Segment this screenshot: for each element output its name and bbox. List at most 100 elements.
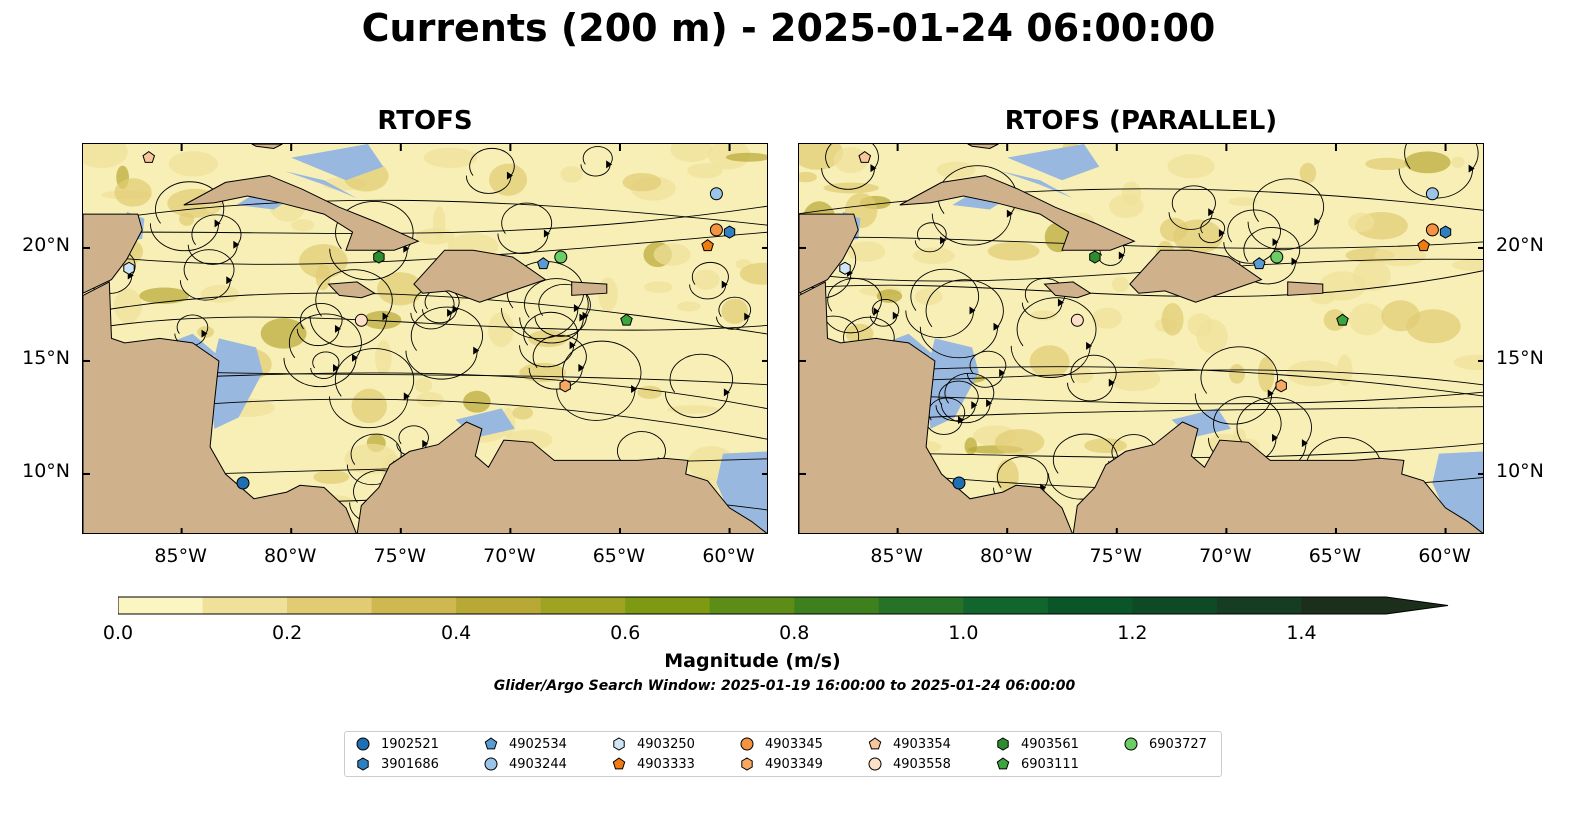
map-panel-rtofs-parallel[interactable] [798, 143, 1484, 534]
streamline-arrow [1468, 164, 1475, 173]
float-marker-4903250[interactable] [839, 261, 851, 275]
legend-label: 4903345 [765, 736, 823, 752]
streamline-arrow [473, 346, 480, 355]
float-marker-6903111[interactable] [1336, 313, 1349, 326]
legend-marker-4903561[interactable] [997, 737, 1009, 751]
shallow-shelf [923, 338, 979, 429]
colorbar-segment [540, 597, 626, 614]
magnitude-patch [488, 312, 514, 348]
magnitude-patch [1374, 245, 1427, 267]
float-marker-4903561[interactable] [1089, 250, 1101, 264]
map-panel-rtofs[interactable] [82, 143, 768, 534]
streamline-arrow [1272, 238, 1279, 247]
magnitude-patch [725, 152, 767, 162]
streamline-arrow [233, 240, 240, 249]
figure-title: Currents (200 m) - 2025-01-24 06:00:00 [361, 6, 1216, 50]
legend-marker-4903349[interactable] [741, 757, 753, 771]
legend-item-4903244: 4903244 [483, 756, 567, 772]
current-streamline [580, 146, 613, 177]
streamline-arrow [447, 308, 454, 317]
lon-label: 70°W [483, 545, 536, 567]
float-marker-6903727[interactable] [554, 250, 568, 264]
magnitude-patch [415, 228, 455, 245]
float-marker-4903561[interactable] [373, 250, 385, 264]
legend-marker-4903345[interactable] [740, 737, 754, 751]
float-marker-4902534[interactable] [536, 257, 550, 270]
lat-label-left: 15°N [22, 346, 70, 369]
magnitude-patch [833, 147, 869, 174]
legend-marker [357, 757, 369, 771]
legend-marker-6903111[interactable] [996, 757, 1010, 770]
legend-marker-4903558[interactable] [868, 757, 882, 771]
streamline-arrow [579, 313, 586, 322]
float-marker-3901686[interactable] [1439, 225, 1452, 239]
float-marker-4903244[interactable] [1425, 187, 1439, 201]
magnitude-patch [653, 243, 691, 266]
colorbar-segment [709, 597, 795, 614]
colorbar-segment [287, 597, 373, 614]
legend-marker-3901686[interactable] [357, 757, 369, 771]
float-marker-4903349[interactable] [1275, 379, 1287, 393]
magnitude-patch [363, 310, 402, 330]
legend-marker-6903727[interactable] [1124, 737, 1138, 751]
float-marker-4903345[interactable] [709, 223, 723, 237]
magnitude-patch [1112, 276, 1129, 293]
colorbar-segment [371, 597, 457, 614]
panel-title-rtofs-parallel: RTOFS (PARALLEL) [1004, 106, 1278, 136]
float-marker-4902534[interactable] [1252, 257, 1266, 270]
float-marker-4903345[interactable] [1425, 223, 1439, 237]
float-marker-4903333[interactable] [1417, 239, 1430, 252]
legend-label: 4903354 [893, 736, 951, 752]
colorbar-segment [1132, 597, 1218, 614]
float-marker-6903727[interactable] [1270, 250, 1284, 264]
streamline-arrow [1086, 341, 1093, 350]
magnitude-patch [1228, 197, 1258, 207]
float-marker-3901686[interactable] [723, 225, 736, 239]
map-canvas [799, 144, 1483, 533]
streamline-arrow [1057, 298, 1064, 307]
legend-marker [1124, 737, 1138, 751]
float-marker-4903558[interactable] [1070, 313, 1084, 327]
streamline-arrow [506, 171, 513, 180]
magnitude-patch [1286, 360, 1341, 387]
land-mass [967, 144, 999, 150]
legend-marker-4903244[interactable] [484, 757, 498, 771]
float-marker-4903558[interactable] [354, 313, 368, 327]
legend-marker-4903354[interactable] [868, 737, 882, 750]
magnitude-patch [799, 144, 844, 170]
streamline-arrow [1006, 209, 1013, 218]
legend-marker-4903333[interactable] [612, 757, 626, 770]
lon-label: 80°W [263, 545, 317, 567]
current-streamline [497, 202, 553, 254]
float-marker-4903244[interactable] [709, 187, 723, 201]
streamline-arrow [870, 164, 877, 173]
float-marker-4903354[interactable] [142, 150, 156, 163]
float-marker-1902521[interactable] [952, 476, 966, 490]
magnitude-patch [622, 172, 662, 192]
streamline-arrow [569, 341, 576, 350]
float-marker-6903111[interactable] [620, 313, 633, 326]
current-streamline [556, 340, 642, 421]
magnitude-patch [637, 385, 663, 399]
streamline-arrow [382, 312, 389, 321]
float-marker-4903250[interactable] [123, 261, 135, 275]
magnitude-patch [1365, 157, 1409, 171]
float-marker-4903333[interactable] [701, 239, 714, 252]
magnitude-patch [670, 144, 713, 163]
colorbar-segment [963, 597, 1049, 614]
float-marker-4903354[interactable] [858, 150, 872, 163]
streamline-arrow [958, 416, 965, 425]
float-marker-4903349[interactable] [559, 379, 571, 393]
legend-marker-1902521[interactable] [356, 737, 370, 751]
lat-label-left: 20°N [22, 233, 70, 256]
float-marker-1902521[interactable] [236, 476, 250, 490]
panel-title-rtofs: RTOFS [377, 106, 473, 136]
colorbar-segment [118, 597, 204, 614]
legend-marker [741, 757, 753, 771]
current-streamline [689, 261, 729, 300]
magnitude-patch [876, 289, 903, 303]
legend-label: 4903558 [893, 756, 951, 772]
magnitude-patch [299, 244, 348, 279]
legend-marker-4903250[interactable] [613, 737, 625, 751]
legend-marker-4902534[interactable] [484, 737, 498, 750]
